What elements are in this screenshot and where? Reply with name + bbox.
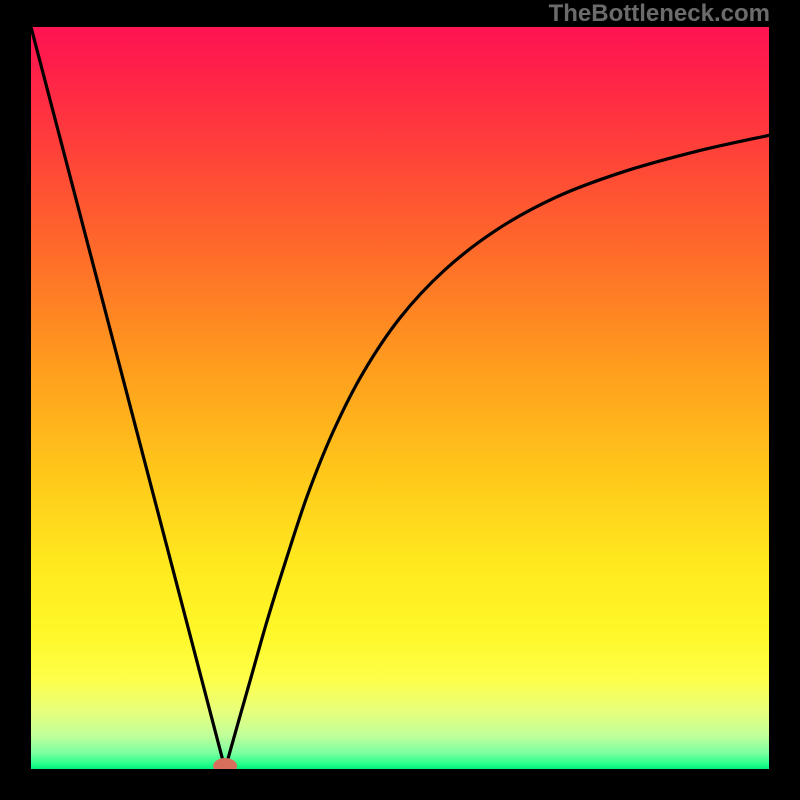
gradient-background: [31, 27, 769, 769]
plot-area: [31, 27, 769, 769]
watermark-text: TheBottleneck.com: [549, 0, 770, 28]
chart-svg: [31, 27, 769, 769]
